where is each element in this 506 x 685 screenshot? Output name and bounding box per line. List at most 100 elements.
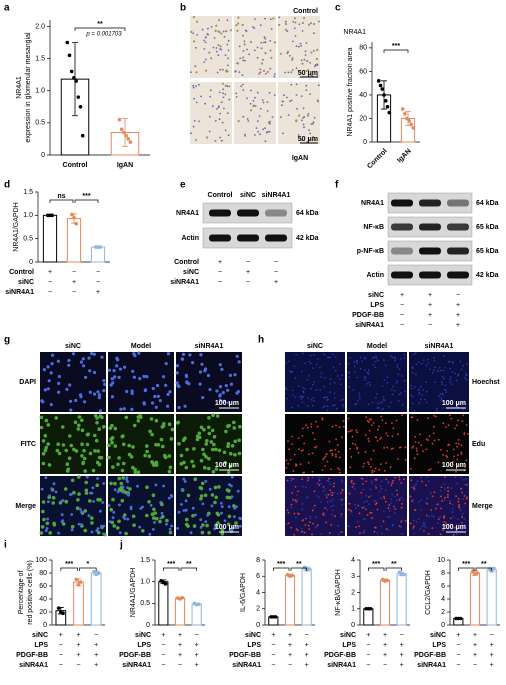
- cell: [360, 491, 363, 494]
- cell: [64, 448, 69, 453]
- condition-sign: −: [161, 662, 165, 669]
- cell: [416, 480, 419, 483]
- data-point: [72, 76, 76, 80]
- cell: [438, 438, 440, 441]
- cell: [319, 389, 322, 391]
- cell: [382, 398, 385, 401]
- cell: [425, 438, 428, 440]
- cell: [362, 489, 364, 491]
- cell: [204, 479, 208, 483]
- cell: [350, 456, 353, 458]
- cell: [376, 439, 379, 442]
- cell: [222, 96, 225, 99]
- y-tick-label: 2: [256, 606, 260, 613]
- band: [391, 199, 413, 207]
- cell: [124, 415, 129, 420]
- cell: [422, 522, 425, 524]
- condition-sign: −: [59, 662, 63, 669]
- cell: [230, 484, 233, 488]
- cell: [286, 522, 288, 525]
- cell: [243, 43, 246, 46]
- cell: [317, 84, 320, 87]
- cell: [349, 466, 352, 469]
- cell: [190, 71, 192, 74]
- cell: [297, 385, 300, 387]
- cell: [365, 480, 368, 483]
- cell: [145, 449, 149, 454]
- cell: [447, 486, 449, 489]
- cell: [401, 375, 403, 377]
- cell: [220, 367, 224, 371]
- cell: [411, 446, 414, 449]
- cell: [84, 480, 88, 485]
- cell: [359, 367, 362, 370]
- cell: [72, 490, 76, 495]
- cell: [300, 59, 303, 62]
- condition-sign: −: [76, 662, 80, 669]
- cell: [177, 510, 181, 514]
- cell: [208, 51, 211, 54]
- cell: [347, 362, 350, 365]
- bar: [396, 573, 407, 626]
- cell: [461, 491, 463, 494]
- cell: [159, 501, 163, 504]
- cell: [133, 354, 137, 358]
- cell: [132, 423, 137, 428]
- cell: [207, 425, 211, 430]
- cell: [271, 116, 274, 118]
- cell: [90, 352, 94, 356]
- y-tick-label: 40: [359, 92, 367, 99]
- data-point: [407, 119, 411, 123]
- cell: [411, 416, 414, 419]
- cell: [433, 359, 436, 362]
- cell: [66, 467, 70, 472]
- y-tick-label: 80: [359, 45, 367, 52]
- significance: **: [391, 561, 397, 568]
- cell: [451, 383, 454, 385]
- cell: [290, 99, 293, 102]
- cell: [394, 495, 396, 498]
- cell: [287, 463, 289, 465]
- y-tick-label: 4: [441, 596, 445, 603]
- cell: [61, 443, 66, 447]
- cell: [432, 432, 435, 435]
- cell: [328, 356, 330, 359]
- cell: [304, 362, 306, 365]
- cell: [348, 492, 351, 495]
- cell: [200, 530, 205, 535]
- cell: [310, 398, 313, 401]
- cell: [298, 114, 301, 117]
- condition-sign: −: [428, 322, 432, 329]
- cell: [107, 368, 111, 372]
- cell: [308, 528, 311, 530]
- cell: [203, 48, 206, 50]
- cell: [224, 429, 228, 434]
- cell: [111, 516, 115, 520]
- cell: [244, 135, 247, 137]
- cell: [457, 406, 459, 408]
- cell: [312, 136, 315, 138]
- y-axis-label: NR4A1/GAPDH: [130, 568, 137, 617]
- cell: [326, 479, 329, 482]
- cell: [199, 486, 204, 491]
- cell: [433, 439, 436, 442]
- cell: [332, 485, 335, 488]
- cell: [112, 511, 116, 514]
- cell: [334, 515, 336, 518]
- cell: [141, 505, 144, 509]
- cell: [258, 115, 261, 117]
- cell: [289, 458, 292, 461]
- cell: [414, 435, 416, 438]
- panel-letter: b: [180, 3, 186, 14]
- cell: [403, 478, 405, 481]
- cell: [42, 517, 46, 522]
- data-point: [56, 606, 61, 610]
- cell: [402, 499, 405, 501]
- cell: [232, 515, 236, 519]
- cell: [100, 355, 104, 359]
- cell: [340, 479, 343, 481]
- data-point: [124, 133, 128, 138]
- cell: [226, 522, 231, 527]
- cell: [462, 512, 464, 515]
- cell: [354, 443, 357, 446]
